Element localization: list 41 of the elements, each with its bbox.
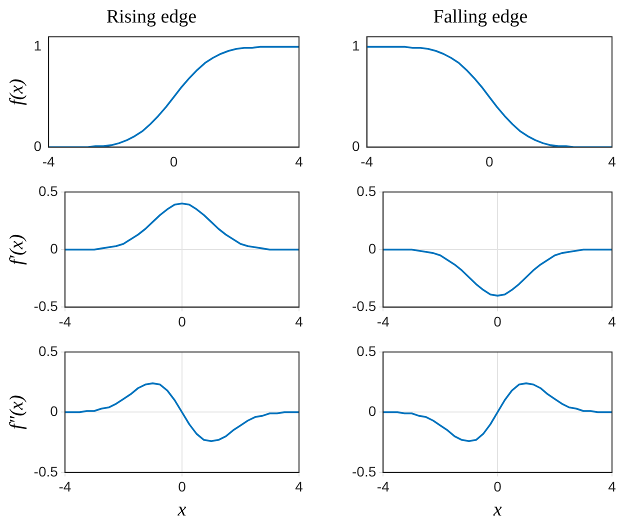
x-axis-title: x xyxy=(492,500,502,521)
y-tick-label: -0.5 xyxy=(352,463,376,480)
y-axis-title: f(x) xyxy=(6,78,28,106)
y-tick-label: 0 xyxy=(50,240,58,256)
y-tick-label: 0 xyxy=(368,403,376,420)
x-tick-label: 4 xyxy=(295,478,304,495)
x-tick-label: -4 xyxy=(360,153,374,170)
y-tick-label: 0 xyxy=(50,403,58,420)
y-tick-label: 0.5 xyxy=(356,342,376,359)
y-tick-label: 0 xyxy=(352,138,360,154)
y-tick-label: 0 xyxy=(368,240,376,256)
y-axis-title: f′(x) xyxy=(6,234,28,265)
x-tick-label: 0 xyxy=(485,153,494,170)
y-axis-title: f″(x) xyxy=(6,395,28,430)
y-tick-label: 0.5 xyxy=(356,182,376,199)
y-tick-label: -0.5 xyxy=(352,298,376,314)
chart-title: Falling edge xyxy=(433,6,528,28)
x-tick-label: 4 xyxy=(295,153,304,170)
y-tick-label: -0.5 xyxy=(34,298,58,314)
x-tick-label: 0 xyxy=(178,478,186,495)
y-tick-label: 0.5 xyxy=(38,182,58,199)
x-tick-label: 4 xyxy=(608,153,616,170)
x-tick-label: -4 xyxy=(42,153,56,170)
x-tick-label: 0 xyxy=(170,153,178,170)
x-axis-title: x xyxy=(176,500,187,521)
x-tick-label: 0 xyxy=(494,478,502,495)
x-tick-label: 4 xyxy=(608,478,616,495)
y-tick-label: 0 xyxy=(34,138,42,154)
y-tick-label: -0.5 xyxy=(34,463,58,480)
x-tick-label: -4 xyxy=(58,313,72,330)
x-tick-label: 0 xyxy=(178,313,186,330)
x-tick-label: -4 xyxy=(58,478,72,495)
x-tick-label: 4 xyxy=(608,313,616,330)
x-tick-label: 0 xyxy=(494,313,502,330)
x-tick-label: -4 xyxy=(376,313,390,330)
chart-title: Rising edge xyxy=(106,6,197,28)
y-tick-label: 0.5 xyxy=(38,342,58,359)
x-tick-label: 4 xyxy=(295,313,304,330)
y-tick-label: 1 xyxy=(352,38,360,54)
x-tick-label: -4 xyxy=(376,478,390,495)
y-tick-label: 1 xyxy=(34,38,42,54)
